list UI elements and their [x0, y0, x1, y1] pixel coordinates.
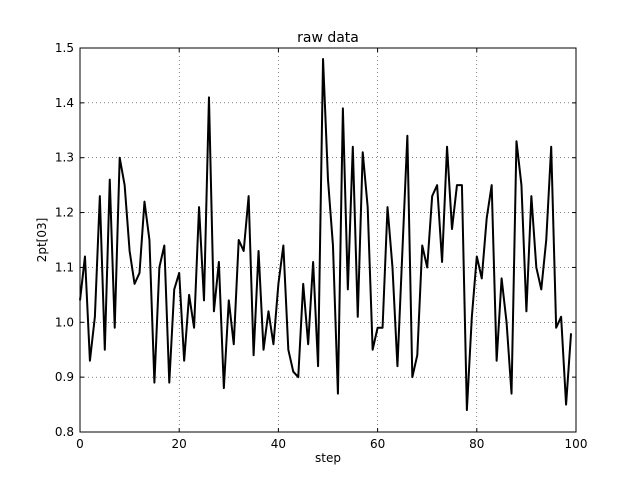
x-axis-label: step	[315, 451, 341, 465]
x-tick-label: 80	[469, 437, 484, 451]
chart-title: raw data	[297, 30, 359, 46]
series-layer	[79, 57, 573, 412]
y-tick-label: 1.3	[55, 151, 74, 165]
x-tick-label: 60	[370, 437, 385, 451]
plot-frame	[79, 47, 577, 433]
series-line	[79, 57, 573, 412]
y-tick-label: 1.2	[55, 206, 74, 220]
x-tick-label: 20	[172, 437, 187, 451]
y-axis-label: 2pt[03]	[35, 218, 49, 263]
x-tick-label: 40	[271, 437, 286, 451]
x-tick-label: 100	[565, 437, 588, 451]
axis-ticks: 0 20 40 60 80 100 0.8 0.9 1.0 1.1 1.2 1.3 1.4 1.5	[55, 41, 588, 451]
y-tick-label: 1.1	[55, 260, 74, 274]
y-tick-label: 1.5	[55, 41, 74, 55]
y-tick-label: 0.9	[55, 370, 74, 384]
x-tick-label: 0	[76, 437, 84, 451]
y-tick-label: 1.0	[55, 315, 74, 329]
y-tick-label: 1.4	[55, 96, 74, 110]
y-tick-label: 0.8	[55, 425, 74, 439]
